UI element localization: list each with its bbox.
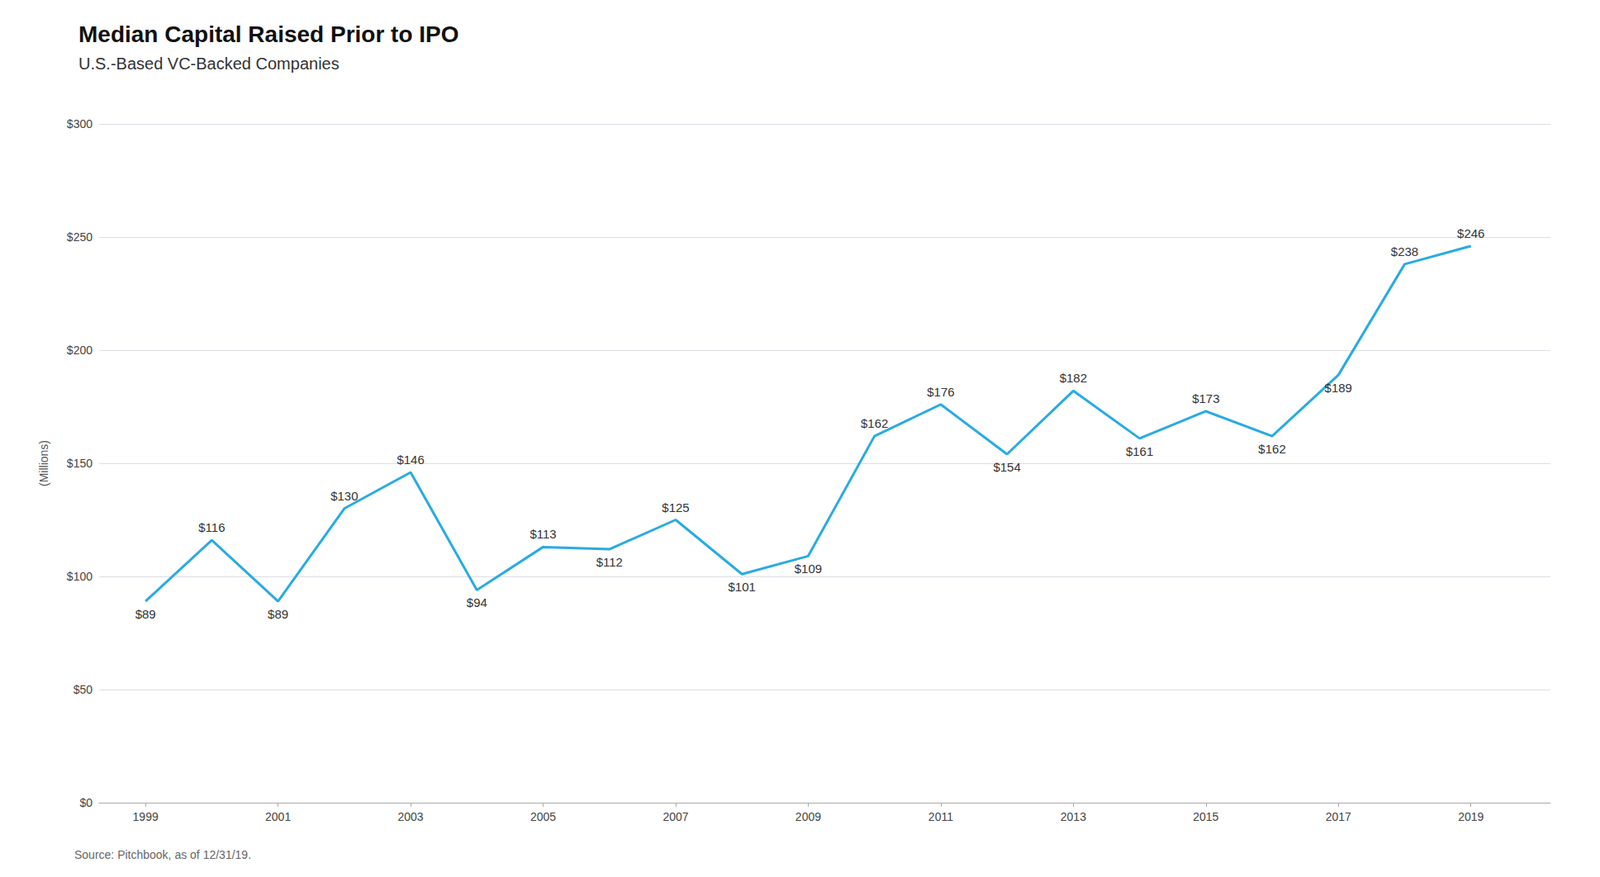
svg-text:$100: $100: [66, 569, 93, 584]
svg-text:2019: 2019: [1457, 810, 1484, 824]
svg-text:$94: $94: [466, 595, 488, 610]
svg-text:$113: $113: [529, 527, 556, 542]
svg-text:$89: $89: [267, 607, 289, 622]
svg-text:$173: $173: [1191, 391, 1220, 406]
svg-text:2001: 2001: [265, 810, 291, 824]
svg-text:Median Capital Raised Prior to: Median Capital Raised Prior to IPO: [78, 21, 460, 48]
svg-text:Source: Pitchbook, as of 12/31: Source: Pitchbook, as of 12/31/19.: [74, 848, 252, 862]
svg-text:$130: $130: [330, 489, 358, 504]
svg-text:$109: $109: [794, 561, 822, 576]
svg-text:2007: 2007: [662, 810, 689, 824]
svg-text:$112: $112: [596, 555, 623, 570]
svg-text:$200: $200: [66, 343, 93, 357]
svg-text:$150: $150: [66, 456, 93, 471]
svg-text:2015: 2015: [1192, 810, 1219, 824]
svg-text:$161: $161: [1125, 444, 1154, 459]
svg-text:$238: $238: [1391, 244, 1419, 259]
svg-text:2013: 2013: [1060, 810, 1087, 824]
svg-text:$154: $154: [992, 460, 1021, 475]
svg-text:$250: $250: [66, 230, 93, 244]
svg-text:$162: $162: [1258, 441, 1286, 456]
svg-text:1999: 1999: [132, 810, 159, 824]
svg-text:$89: $89: [135, 607, 157, 622]
svg-text:$50: $50: [73, 683, 94, 697]
svg-text:2017: 2017: [1325, 810, 1352, 824]
svg-text:$116: $116: [198, 520, 225, 535]
svg-text:$189: $189: [1324, 380, 1353, 395]
svg-text:$176: $176: [926, 384, 955, 399]
svg-text:$146: $146: [396, 452, 424, 467]
svg-text:$182: $182: [1059, 370, 1088, 385]
svg-text:$101: $101: [728, 579, 756, 594]
svg-text:$162: $162: [860, 416, 888, 431]
svg-text:U.S.-Based VC-Backed Companies: U.S.-Based VC-Backed Companies: [78, 54, 340, 73]
svg-text:$300: $300: [66, 117, 93, 131]
svg-text:(Millions): (Millions): [37, 440, 51, 487]
svg-text:2003: 2003: [397, 810, 423, 824]
svg-text:2009: 2009: [795, 810, 822, 824]
svg-text:$246: $246: [1457, 226, 1485, 241]
svg-text:2005: 2005: [530, 810, 556, 824]
svg-text:$0: $0: [79, 796, 93, 810]
svg-text:2011: 2011: [928, 810, 954, 824]
svg-text:$125: $125: [661, 500, 689, 515]
